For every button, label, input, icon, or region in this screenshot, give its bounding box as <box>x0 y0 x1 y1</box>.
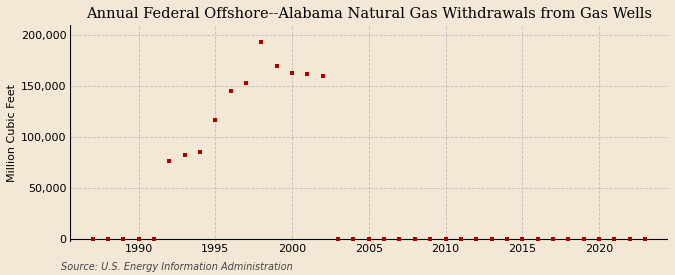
Point <box>425 237 435 241</box>
Point <box>578 237 589 241</box>
Point <box>133 237 144 241</box>
Point <box>609 237 620 241</box>
Point <box>456 237 466 241</box>
Point <box>240 81 251 85</box>
Point <box>164 159 175 163</box>
Point <box>394 237 405 241</box>
Point <box>180 152 190 157</box>
Point <box>348 237 359 241</box>
Point <box>563 237 574 241</box>
Point <box>302 72 313 76</box>
Point <box>333 237 344 241</box>
Point <box>471 236 482 241</box>
Point <box>532 236 543 241</box>
Point <box>287 71 298 75</box>
Point <box>547 237 558 241</box>
Point <box>640 237 651 241</box>
Title: Annual Federal Offshore--Alabama Natural Gas Withdrawals from Gas Wells: Annual Federal Offshore--Alabama Natural… <box>86 7 652 21</box>
Point <box>256 40 267 45</box>
Text: Source: U.S. Energy Information Administration: Source: U.S. Energy Information Administ… <box>61 262 292 272</box>
Point <box>194 149 205 154</box>
Point <box>440 237 451 241</box>
Point <box>103 237 113 241</box>
Point <box>363 237 374 241</box>
Point <box>379 237 389 241</box>
Point <box>271 64 282 68</box>
Point <box>410 237 421 241</box>
Point <box>210 118 221 122</box>
Point <box>517 236 528 241</box>
Y-axis label: Million Cubic Feet: Million Cubic Feet <box>7 84 17 182</box>
Point <box>225 89 236 94</box>
Point <box>317 74 328 78</box>
Point <box>593 237 604 241</box>
Point <box>624 237 635 241</box>
Point <box>486 236 497 241</box>
Point <box>148 237 159 241</box>
Point <box>87 237 98 241</box>
Point <box>118 237 129 241</box>
Point <box>502 236 512 241</box>
